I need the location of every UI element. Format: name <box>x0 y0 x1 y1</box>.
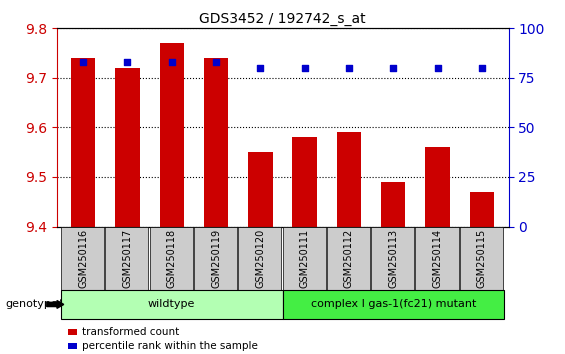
Text: GSM250119: GSM250119 <box>211 229 221 288</box>
Bar <box>425 147 450 227</box>
Text: GSM250115: GSM250115 <box>477 229 487 288</box>
Bar <box>293 137 317 227</box>
Text: GSM250113: GSM250113 <box>388 229 398 288</box>
Point <box>211 59 220 65</box>
Point <box>256 65 265 71</box>
Point <box>300 65 309 71</box>
Text: transformed count: transformed count <box>82 327 179 337</box>
Point <box>79 59 88 65</box>
Text: GSM250114: GSM250114 <box>433 229 442 288</box>
Bar <box>115 68 140 227</box>
Text: wildtype: wildtype <box>148 299 195 309</box>
Text: genotype/variation: genotype/variation <box>6 299 112 309</box>
Bar <box>337 132 361 227</box>
Text: GSM250117: GSM250117 <box>123 229 132 288</box>
Bar <box>204 58 228 227</box>
Bar <box>71 58 95 227</box>
Bar <box>159 43 184 227</box>
Point <box>167 59 176 65</box>
Text: percentile rank within the sample: percentile rank within the sample <box>82 341 258 351</box>
Text: GSM250118: GSM250118 <box>167 229 177 288</box>
Point <box>345 65 354 71</box>
Text: GSM250116: GSM250116 <box>78 229 88 288</box>
Text: complex I gas-1(fc21) mutant: complex I gas-1(fc21) mutant <box>311 299 476 309</box>
Point <box>389 65 398 71</box>
Text: GSM250120: GSM250120 <box>255 229 266 288</box>
Point <box>477 65 486 71</box>
Bar <box>248 152 272 227</box>
Text: GSM250111: GSM250111 <box>299 229 310 288</box>
Text: GSM250112: GSM250112 <box>344 229 354 288</box>
Bar <box>470 192 494 227</box>
Title: GDS3452 / 192742_s_at: GDS3452 / 192742_s_at <box>199 12 366 26</box>
Bar <box>381 182 406 227</box>
Point <box>433 65 442 71</box>
Point <box>123 59 132 65</box>
